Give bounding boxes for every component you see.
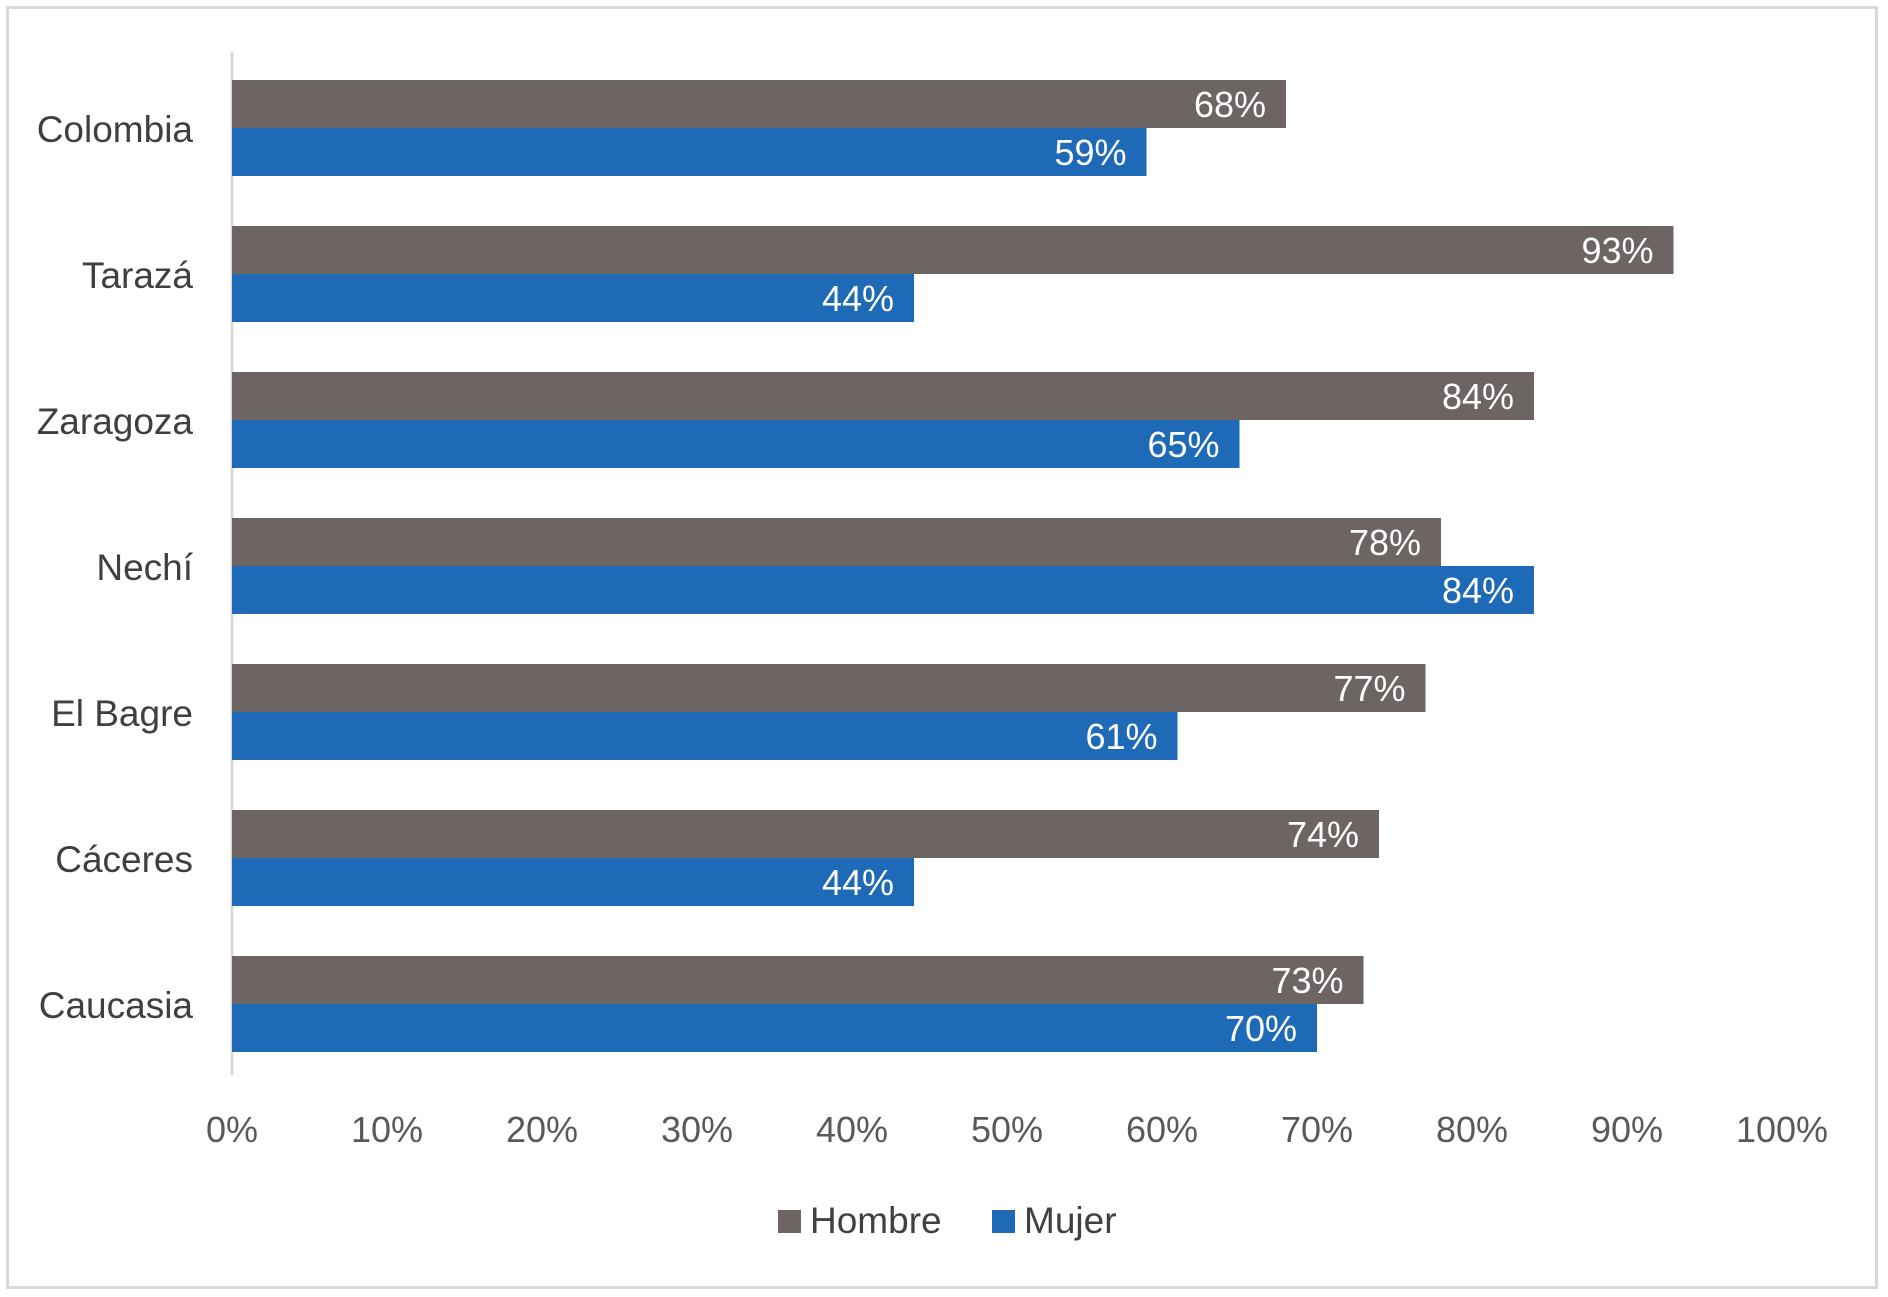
data-label: 73% [1271,960,1343,1001]
legend-label-hombre: Hombre [810,1200,942,1241]
category-label: Zaragoza [37,401,194,442]
bar-hombre-6 [232,956,1364,1004]
category-label: Colombia [37,109,194,150]
data-label: 93% [1581,230,1653,271]
x-tick-label: 100% [1736,1109,1828,1150]
data-label: 44% [822,278,894,319]
data-label: 70% [1225,1008,1297,1049]
legend: Hombre Mujer [778,1200,1117,1241]
bars-group: 68% 59% 93% 44% 84% 65% 78% 84% 77% 61% 74% 44% 73% 7… [232,80,1674,1052]
bar-hombre-4 [232,664,1426,712]
data-label: 84% [1442,570,1514,611]
category-label: Nechí [96,547,193,588]
data-label: 74% [1287,814,1359,855]
data-label: 84% [1442,376,1514,417]
bar-mujer-0 [232,128,1147,176]
x-tick-label: 40% [816,1109,888,1150]
chart-frame [6,6,1878,1289]
x-tick-label: 80% [1436,1109,1508,1150]
x-tick-label: 0% [206,1109,258,1150]
x-axis-ticks: 0% 10% 20% 30% 40% 50% 60% 70% 80% 90% 100% [206,1109,1828,1150]
x-tick-label: 90% [1591,1109,1663,1150]
bar-hombre-3 [232,518,1441,566]
x-tick-label: 10% [351,1109,423,1150]
data-label: 65% [1147,424,1219,465]
legend-swatch-mujer [992,1210,1015,1233]
bar-hombre-1 [232,226,1674,274]
data-label: 44% [822,862,894,903]
category-label: El Bagre [51,693,193,734]
data-label: 59% [1054,132,1126,173]
data-label: 78% [1349,522,1421,563]
x-tick-label: 30% [661,1109,733,1150]
category-label: Cáceres [55,839,193,880]
bar-mujer-3 [232,566,1534,614]
bar-mujer-4 [232,712,1178,760]
category-label: Tarazá [82,255,193,296]
category-labels: Colombia Tarazá Zaragoza Nechí El Bagre Cácer… [37,109,194,1026]
data-label: 61% [1085,716,1157,757]
bar-mujer-6 [232,1004,1317,1052]
legend-swatch-hombre [778,1210,801,1233]
bar-mujer-5 [232,858,914,906]
data-label: 77% [1333,668,1405,709]
bar-mujer-1 [232,274,914,322]
data-label: 68% [1194,84,1266,125]
x-tick-label: 20% [506,1109,578,1150]
bar-hombre-2 [232,372,1534,420]
category-label: Caucasia [39,985,194,1026]
legend-label-mujer: Mujer [1024,1200,1117,1241]
bar-mujer-2 [232,420,1240,468]
bar-hombre-0 [232,80,1286,128]
x-tick-label: 70% [1281,1109,1353,1150]
bar-hombre-5 [232,810,1379,858]
x-tick-label: 60% [1126,1109,1198,1150]
x-tick-label: 50% [971,1109,1043,1150]
